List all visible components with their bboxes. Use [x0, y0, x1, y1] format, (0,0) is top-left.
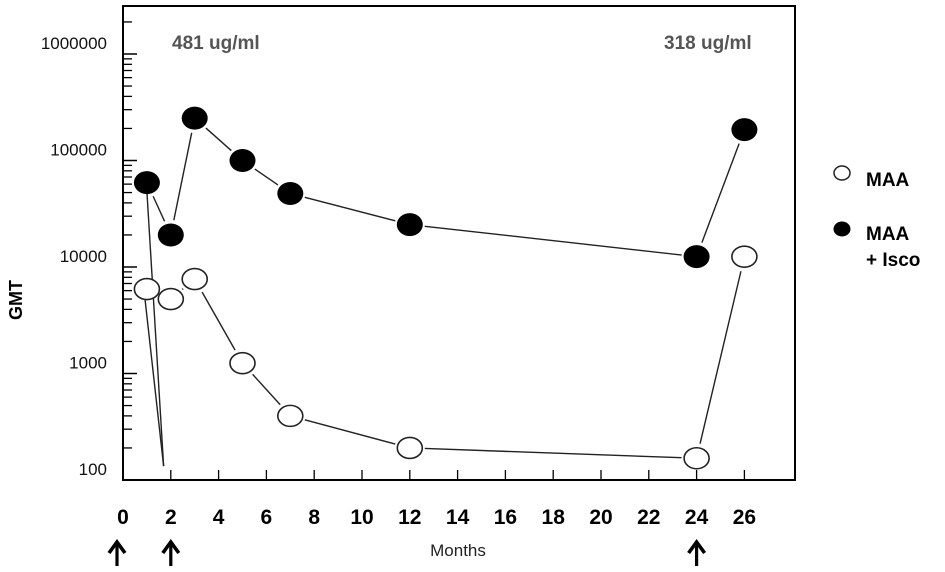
y-tick-label: 100000	[50, 141, 107, 160]
x-tick-label: 6	[261, 506, 273, 529]
filled-circle-marker	[157, 223, 184, 247]
vaccination-arrows	[107, 538, 707, 566]
arrow-head	[107, 538, 127, 555]
open-circle-marker	[396, 436, 424, 460]
x-axis-title: Months	[430, 541, 486, 560]
plot-border	[122, 5, 796, 481]
x-axis: 0 2 4 6 8 10 12 14 16 18 20 22 24 26	[117, 470, 756, 529]
drop-line	[146, 191, 165, 467]
x-tick-label: 2	[165, 506, 177, 529]
filled-circle-marker	[181, 106, 208, 130]
y-tick-label: 10000	[60, 247, 107, 266]
filled-circle-marker	[396, 213, 423, 237]
up-arrow-icon	[161, 538, 181, 566]
plot-frame	[122, 5, 796, 481]
annotation-left: 481 ug/ml	[172, 33, 260, 54]
legend: MAA MAA + Isco	[833, 165, 920, 271]
y-tick-label: 1000	[69, 354, 107, 373]
x-tick-label: 20	[589, 506, 612, 529]
legend-filled-circle-icon	[833, 221, 851, 237]
series-line-maa	[181, 288, 184, 290]
series-line-maa	[304, 419, 396, 445]
up-arrow-icon	[687, 538, 707, 566]
filled-circle-marker	[683, 245, 710, 269]
series-line-maa-isco	[254, 168, 279, 186]
open-circle-marker	[276, 404, 304, 428]
open-circle-marker	[229, 351, 256, 375]
x-tick-label: 4	[213, 506, 225, 529]
legend-label-maa-isco-2: + Isco	[866, 250, 920, 271]
x-tick-label: 18	[542, 506, 566, 529]
series-line-maa	[699, 271, 742, 444]
plot-area	[133, 106, 758, 470]
y-tick-label: 100	[79, 460, 107, 479]
annotation-right: 318 ug/ml	[664, 33, 752, 54]
series-line-maa-isco	[701, 143, 740, 243]
x-tick-label: 12	[398, 506, 421, 529]
y-axis-title: GMT	[6, 280, 26, 320]
x-tick-label: 24	[685, 506, 709, 529]
open-circle-marker	[133, 277, 161, 301]
series-line-maa	[424, 447, 682, 459]
filled-circle-marker	[277, 181, 304, 205]
x-tick-label: 26	[733, 506, 756, 529]
up-arrow-icon	[107, 538, 127, 566]
drop-line	[144, 298, 165, 467]
filled-circle-marker	[133, 171, 160, 195]
x-tick-label: 10	[350, 506, 373, 529]
open-circle-marker	[181, 267, 208, 291]
series-line-maa-isco	[173, 132, 193, 221]
x-tick-label: 14	[446, 506, 470, 529]
filled-circle-marker	[229, 149, 256, 172]
series-line-maa-isco	[205, 127, 232, 152]
y-axis: 100 1000 10000 100000 1000000	[41, 21, 137, 479]
open-circle-marker	[683, 446, 710, 470]
legend-label-maa-isco-1: MAA	[866, 224, 910, 245]
series-line-maa-isco	[424, 225, 682, 256]
x-tick-label: 0	[117, 506, 129, 529]
series-line-maa-isco	[304, 196, 396, 222]
series-line-maa	[201, 291, 236, 351]
series-line-maa-isco	[152, 195, 166, 222]
series-line-maa	[252, 373, 281, 406]
open-circle-marker	[731, 245, 758, 268]
arrow-head	[161, 538, 181, 555]
x-tick-label: 22	[637, 506, 660, 529]
legend-label-maa: MAA	[866, 170, 910, 191]
arrow-head	[687, 538, 707, 555]
legend-open-circle-icon	[833, 165, 851, 181]
y-tick-label: 1000000	[41, 34, 107, 53]
filled-circle-marker	[731, 118, 758, 142]
x-tick-label: 8	[308, 506, 320, 529]
open-circle-marker	[157, 287, 185, 311]
x-tick-label: 16	[494, 506, 517, 529]
